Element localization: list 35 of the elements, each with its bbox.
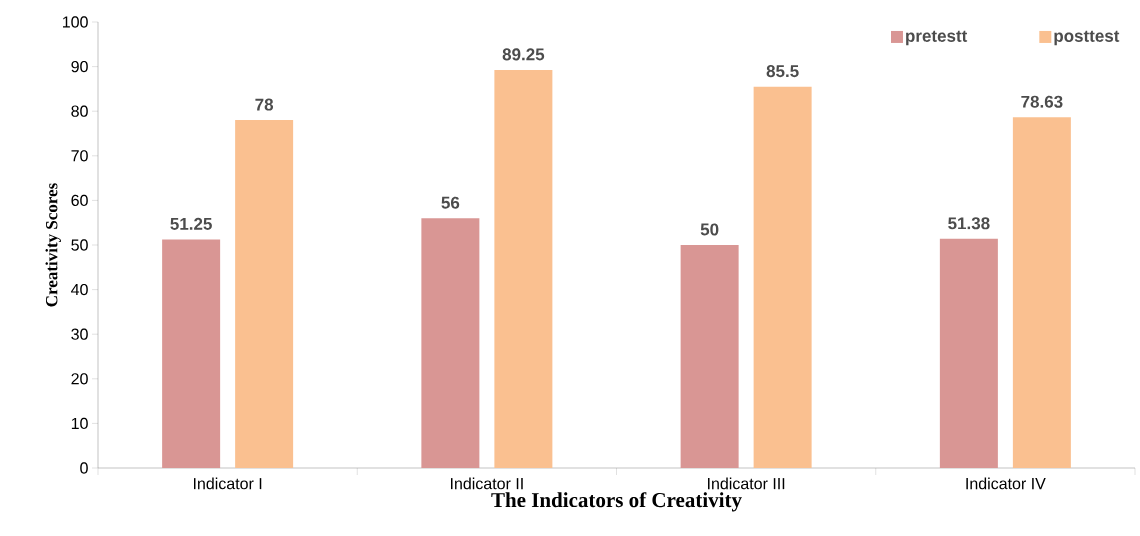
bar (1012, 117, 1071, 468)
y-tick-label: 50 (71, 239, 88, 251)
y-tick-label: 0 (80, 462, 88, 474)
x-tick-label: Indicator I (193, 477, 262, 490)
bar (421, 218, 480, 468)
y-tick-label: 100 (63, 16, 88, 28)
data-label: 50 (700, 223, 719, 236)
x-tick-label: Indicator III (708, 477, 785, 490)
y-tick-label: 20 (71, 373, 88, 385)
bar (680, 245, 739, 468)
data-label: 89.25 (502, 48, 545, 61)
data-label: 56 (441, 196, 460, 209)
bar (939, 238, 998, 468)
x-axis-title: The Indicators of Creativity (491, 492, 742, 512)
data-label: 78 (255, 98, 274, 111)
data-label: 78.63 (1021, 95, 1063, 108)
y-tick-label: 30 (71, 328, 88, 340)
bar (235, 120, 294, 468)
data-label: 85.5 (766, 65, 799, 78)
x-tick-label: Indicator II (451, 477, 523, 490)
x-tick-label: Indicator IV (966, 477, 1046, 490)
data-label: 51.38 (948, 217, 990, 230)
y-tick-label: 60 (71, 194, 88, 207)
legend-label: posttest (1054, 30, 1120, 46)
y-tick-label: 90 (71, 60, 88, 73)
y-tick-label: 70 (71, 150, 88, 162)
y-axis-title: Creativity Scores (45, 183, 61, 307)
y-tick-label: 40 (71, 283, 88, 296)
data-label: 51.25 (170, 217, 212, 230)
y-tick-label: 80 (71, 105, 88, 117)
bar (162, 239, 221, 468)
bar (753, 86, 812, 468)
legend-label: pretestt (906, 30, 968, 46)
bar (494, 69, 553, 468)
y-tick-label: 10 (71, 417, 88, 430)
